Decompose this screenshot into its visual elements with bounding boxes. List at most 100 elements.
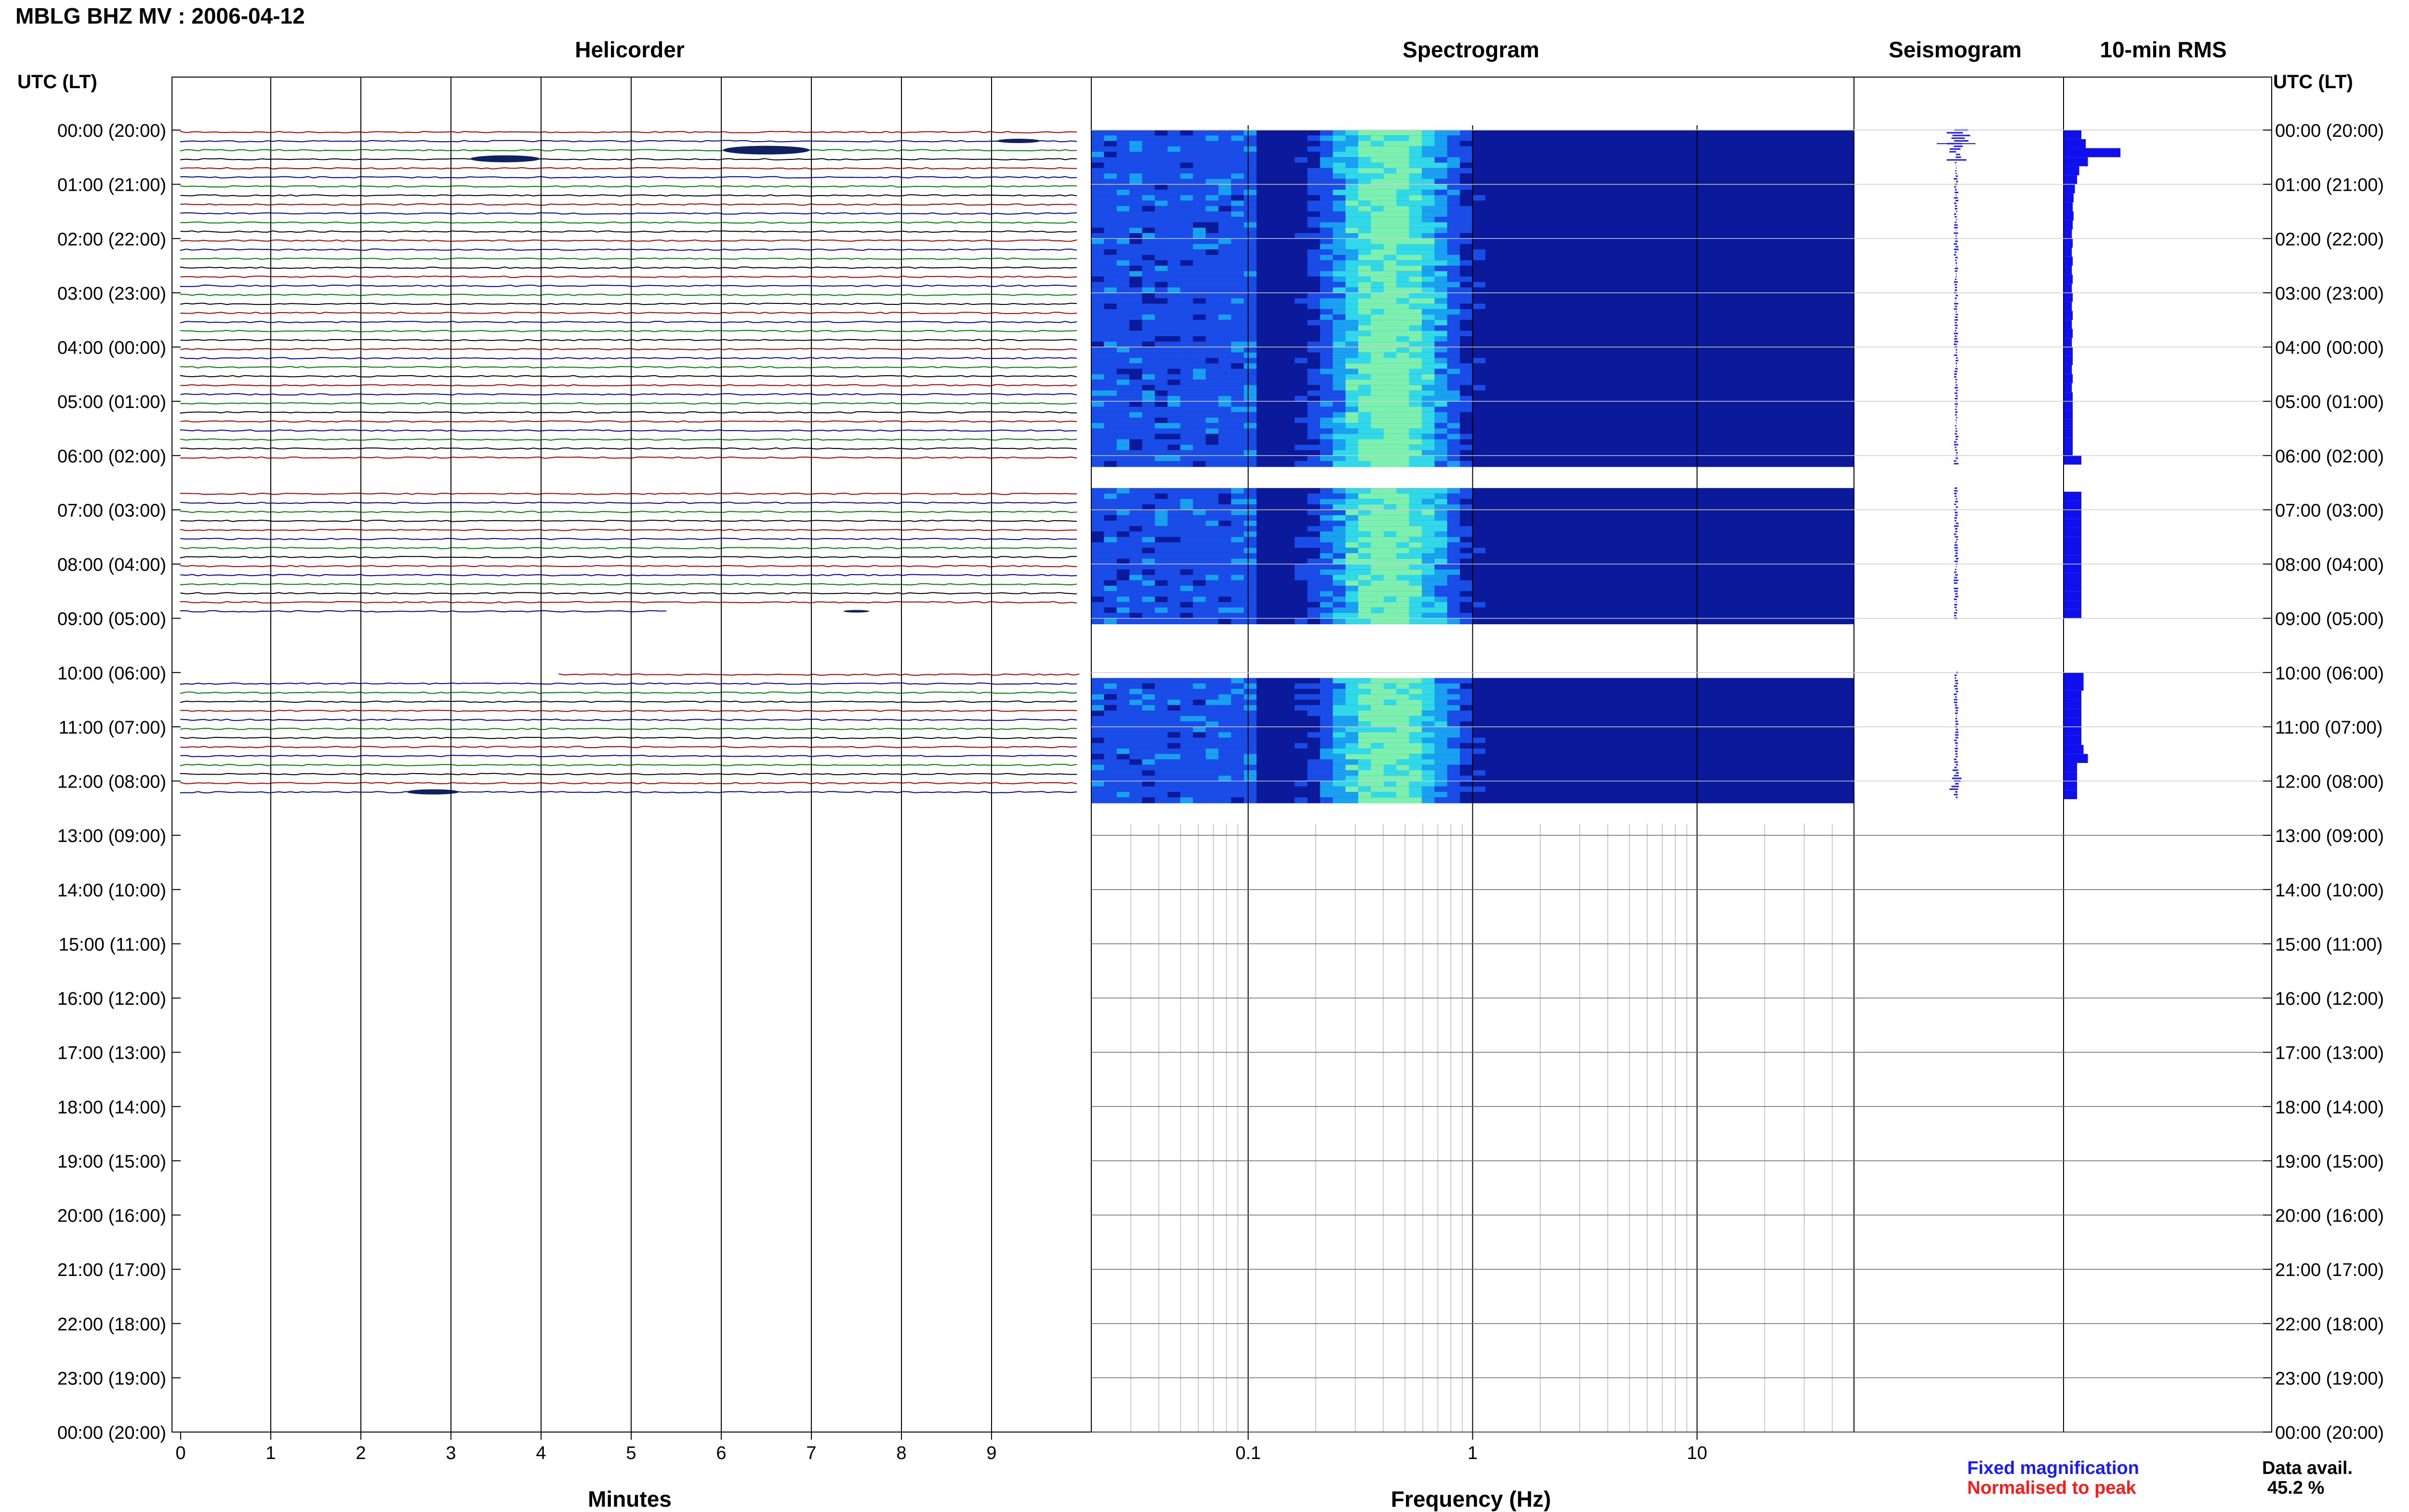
spectrogram-cell <box>1828 558 1842 565</box>
spectrogram-cell <box>1320 450 1334 456</box>
spectrogram-cell <box>1739 428 1753 434</box>
spectrogram-cell <box>1371 455 1384 462</box>
spectrogram-cell <box>1562 548 1575 554</box>
spectrogram-cell <box>1371 303 1384 310</box>
spectrogram-cell <box>1752 298 1766 304</box>
spectrogram-cell <box>1460 586 1473 592</box>
spectrogram-cell <box>1167 423 1181 429</box>
spectrogram-cell <box>1485 358 1499 364</box>
spectrogram-cell <box>1714 450 1728 456</box>
spectrogram-cell <box>1574 417 1588 424</box>
spectrogram-cell <box>1790 173 1804 180</box>
spectrogram-cell <box>1358 200 1372 207</box>
spectrogram-cell <box>1803 168 1816 174</box>
spectrogram-cell <box>1142 515 1155 521</box>
spectrogram-cell <box>1295 189 1308 196</box>
spectrogram-cell <box>1104 342 1117 348</box>
spectrogram-cell <box>1600 217 1613 223</box>
spectrogram-cell <box>1244 244 1257 250</box>
spectrogram-cell <box>1383 200 1397 207</box>
spectrogram-cell <box>1358 439 1372 446</box>
spectrogram-cell <box>1587 417 1601 424</box>
spectrogram-cell <box>1472 168 1486 174</box>
spectrogram-cell <box>1828 548 1842 554</box>
spectrogram-cell <box>1460 575 1473 581</box>
spectrogram-cell <box>1472 244 1486 250</box>
spectrogram-cell <box>1841 439 1854 446</box>
spectrogram-cell <box>1460 141 1473 147</box>
spectrogram-cell <box>1485 336 1499 342</box>
spectrogram-cell <box>1510 358 1524 364</box>
spectrogram-cell <box>1523 276 1537 283</box>
spectrogram-cell <box>1714 309 1728 315</box>
spectrogram-cell <box>1154 358 1168 364</box>
spectrogram-cell <box>1739 558 1753 565</box>
spectrogram-cell <box>1574 526 1588 532</box>
spectrogram-cell <box>1638 233 1651 239</box>
spectrogram-cell <box>1815 526 1829 532</box>
spectrogram-cell <box>1371 520 1384 527</box>
spectrogram-cell <box>1689 146 1702 153</box>
spectrogram-cell <box>1358 168 1372 174</box>
spectrogram-cell <box>1600 130 1613 136</box>
spectrogram-cell <box>1345 347 1359 353</box>
spectrogram-cell <box>1828 401 1842 408</box>
spectrogram-cell <box>1333 162 1346 169</box>
spectrogram-cell <box>1485 303 1499 310</box>
spectrogram-cell <box>1574 287 1588 293</box>
spectrogram-cell <box>1447 189 1461 196</box>
spectrogram-cell <box>1383 347 1397 353</box>
spectrogram-cell <box>1154 336 1168 342</box>
spectrogram-cell <box>1460 548 1473 554</box>
spectrogram-cell <box>1218 260 1232 266</box>
spectrogram-cell <box>1307 260 1321 266</box>
spectrogram-cell <box>1193 363 1206 369</box>
spectrogram-cell <box>1282 184 1296 190</box>
spectrogram-cell <box>1663 292 1677 299</box>
spectrogram-cell <box>1421 184 1435 190</box>
spectrogram-cell <box>1803 211 1816 218</box>
spectrogram-cell <box>1333 564 1346 570</box>
spectrogram-cell <box>1409 206 1422 212</box>
spectrogram-cell <box>1129 325 1143 331</box>
spectrogram-cell <box>1765 276 1778 283</box>
spectrogram-cell <box>1815 499 1829 505</box>
spectrogram-cell <box>1536 515 1549 521</box>
spectrogram-cell <box>1650 217 1664 223</box>
spectrogram-cell <box>1295 347 1308 353</box>
spectrogram-cell <box>1650 342 1664 348</box>
spectrogram-cell <box>1841 488 1854 494</box>
seismic-event <box>470 155 540 162</box>
spectrogram-cell <box>1600 135 1613 142</box>
spectrogram-cell <box>1460 282 1473 288</box>
spectrogram-cell <box>1523 298 1537 304</box>
spectrogram-cell <box>1663 189 1677 196</box>
spectrogram-cell <box>1828 249 1842 256</box>
spectrogram-cell <box>1701 374 1715 381</box>
spectrogram-cell <box>1765 542 1778 549</box>
spectrogram-cell <box>1142 184 1155 190</box>
spectrogram-cell <box>1523 586 1537 592</box>
spectrogram-cell <box>1345 363 1359 369</box>
spectrogram-cell <box>1167 342 1181 348</box>
spectrogram-cell <box>1396 271 1410 277</box>
spectrogram-cell <box>1739 569 1753 576</box>
spectrogram-cell <box>1142 455 1155 462</box>
spectrogram-cell <box>1765 385 1778 391</box>
spectrogram-cell <box>1485 407 1499 413</box>
spectrogram-cell <box>1650 423 1664 429</box>
spectrogram-cell <box>1409 336 1422 342</box>
spectrogram-cell <box>1790 450 1804 456</box>
spectrogram-cell <box>1562 569 1575 576</box>
spectrogram-cell <box>1701 179 1715 185</box>
spectrogram-cell <box>1091 249 1105 256</box>
spectrogram-cell <box>1498 227 1511 234</box>
spectrogram-cell <box>1638 330 1651 337</box>
spectrogram-cell <box>1485 173 1499 180</box>
spectrogram-cell <box>1167 499 1181 505</box>
spectrogram-cell <box>1828 173 1842 180</box>
spectrogram-cell <box>1358 260 1372 266</box>
spectrogram-cell <box>1371 168 1384 174</box>
spectrogram-cell <box>1231 320 1244 326</box>
spectrogram-cell <box>1689 292 1702 299</box>
